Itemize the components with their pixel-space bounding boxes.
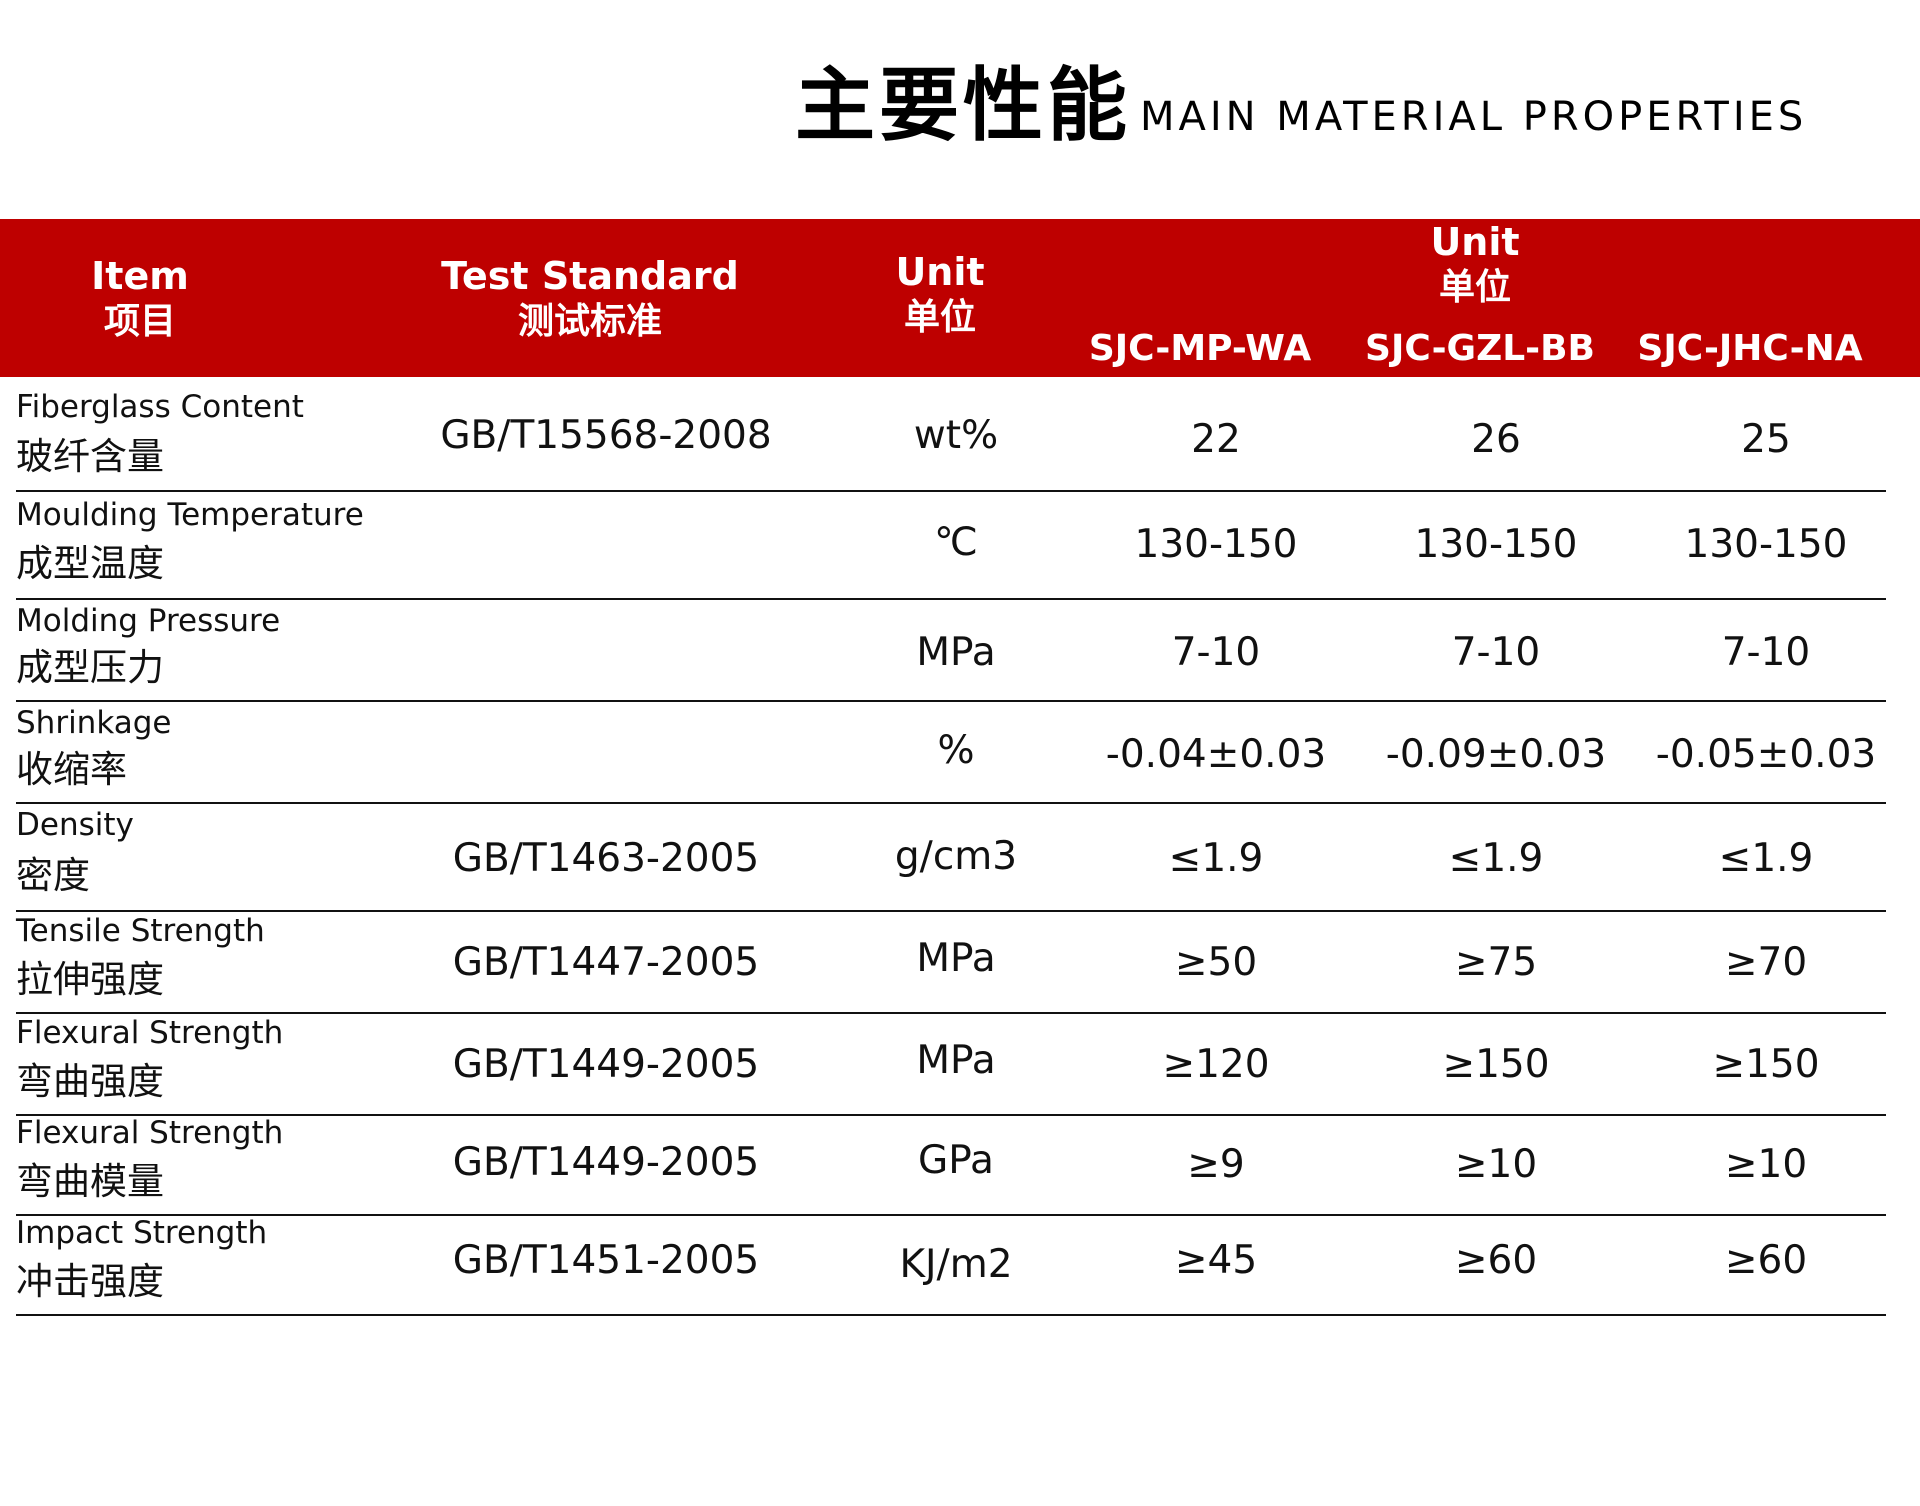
header-group: Unit 单位 [1340, 219, 1610, 311]
row-item-en: Density [16, 807, 134, 843]
row-value-1: ≥50 [1174, 940, 1258, 985]
row-item-en: Flexural Strength [16, 1115, 284, 1151]
table-row: Tensile Strength 拉伸强度 GB/T1447-2005 MPa … [16, 912, 1886, 1014]
row-standard: GB/T1449-2005 [452, 1140, 760, 1185]
row-unit: ℃ [934, 520, 978, 565]
header-unit: Unit 单位 [820, 249, 1060, 341]
row-value-1: 7-10 [1171, 630, 1261, 675]
table-row: Density 密度 GB/T1463-2005 g/cm3 ≤1.9 ≤1.9… [16, 804, 1886, 912]
row-unit: MPa [916, 630, 996, 675]
row-value-2: -0.09±0.03 [1385, 732, 1607, 777]
row-value-3: 7-10 [1721, 630, 1811, 675]
row-item-cn: 拉伸强度 [16, 958, 164, 1001]
header-model-1: SJC-MP-WA [1088, 328, 1312, 369]
row-unit: GPa [918, 1138, 994, 1183]
row-value-2: ≥75 [1454, 940, 1538, 985]
row-value-3: 130-150 [1684, 522, 1848, 567]
header-standard-cn: 测试标准 [517, 301, 662, 342]
row-value-3: 25 [1741, 417, 1791, 462]
row-value-1: ≥120 [1162, 1042, 1270, 1087]
table-row: Molding Pressure 成型压力 MPa 7-10 7-10 7-10 [16, 600, 1886, 702]
header-model-3: SJC-JHC-NA [1637, 328, 1863, 369]
row-value-2: 26 [1471, 417, 1521, 462]
title-english: MAIN MATERIAL PROPERTIES [1140, 94, 1808, 140]
header-standard-en: Test Standard [441, 254, 739, 298]
row-item-en: Shrinkage [16, 705, 172, 741]
table-header: Item 项目 Test Standard 测试标准 Unit 单位 Unit … [0, 219, 1920, 377]
header-group-en: Unit [1430, 220, 1520, 264]
row-standard: GB/T1447-2005 [452, 940, 760, 985]
header-unit-en: Unit [895, 250, 985, 294]
row-value-3: -0.05±0.03 [1655, 732, 1877, 777]
row-item-cn: 密度 [16, 854, 90, 897]
table-row: Fiberglass Content 玻纤含量 GB/T15568-2008 w… [16, 383, 1886, 492]
row-item-cn: 成型压力 [16, 646, 164, 689]
row-item-en: Impact Strength [16, 1215, 268, 1251]
row-item-cn: 玻纤含量 [16, 435, 164, 478]
row-value-3: ≥60 [1724, 1238, 1808, 1283]
header-item-cn: 项目 [103, 301, 176, 342]
row-value-2: ≥150 [1442, 1042, 1550, 1087]
row-item-cn: 收缩率 [16, 748, 127, 791]
header-group-cn: 单位 [1438, 267, 1511, 308]
table-row: Moulding Temperature 成型温度 ℃ 130-150 130-… [16, 492, 1886, 600]
row-value-1: ≤1.9 [1168, 836, 1264, 881]
row-item-cn: 弯曲强度 [16, 1060, 164, 1103]
row-item-en: Molding Pressure [16, 603, 281, 639]
row-value-3: ≤1.9 [1718, 836, 1814, 881]
row-unit: % [937, 728, 975, 773]
header-unit-cn: 单位 [903, 297, 976, 338]
row-unit: KJ/m2 [899, 1242, 1013, 1287]
row-standard: GB/T15568-2008 [440, 413, 772, 458]
row-value-2: 130-150 [1414, 522, 1578, 567]
row-standard: GB/T1449-2005 [452, 1042, 760, 1087]
row-unit: g/cm3 [894, 834, 1018, 879]
header-model-2: SJC-GZL-BB [1365, 328, 1595, 369]
row-item-cn: 冲击强度 [16, 1260, 164, 1303]
row-value-2: 7-10 [1451, 630, 1541, 675]
row-standard: GB/T1451-2005 [452, 1238, 760, 1283]
table-row: Shrinkage 收缩率 % -0.04±0.03 -0.09±0.03 -0… [16, 702, 1886, 804]
row-item-en: Moulding Temperature [16, 497, 364, 533]
row-value-1: 130-150 [1134, 522, 1298, 567]
row-value-2: ≥10 [1454, 1142, 1538, 1187]
row-value-3: ≥150 [1712, 1042, 1820, 1087]
row-value-3: ≥70 [1724, 940, 1808, 985]
row-value-1: ≥9 [1187, 1142, 1245, 1187]
row-unit: MPa [916, 1038, 996, 1083]
row-item-en: Fiberglass Content [16, 389, 304, 425]
title-chinese: 主要性能 [795, 59, 1131, 152]
row-value-2: ≤1.9 [1448, 836, 1544, 881]
row-item-en: Tensile Strength [16, 913, 265, 949]
row-value-2: ≥60 [1454, 1238, 1538, 1283]
header-standard: Test Standard 测试标准 [400, 253, 780, 345]
row-value-1: 22 [1191, 417, 1241, 462]
row-item-cn: 成型温度 [16, 542, 164, 585]
header-item: Item 项目 [40, 253, 240, 345]
row-value-1: ≥45 [1174, 1238, 1258, 1283]
row-item-en: Flexural Strength [16, 1015, 284, 1051]
row-item-cn: 弯曲模量 [16, 1160, 164, 1203]
row-value-1: -0.04±0.03 [1105, 732, 1327, 777]
row-unit: wt% [913, 413, 999, 458]
row-unit: MPa [916, 936, 996, 981]
row-standard: GB/T1463-2005 [452, 836, 760, 881]
table-row: Flexural Strength 弯曲强度 GB/T1449-2005 MPa… [16, 1014, 1886, 1116]
table-row: Flexural Strength 弯曲模量 GB/T1449-2005 GPa… [16, 1115, 1886, 1216]
row-value-3: ≥10 [1724, 1142, 1808, 1187]
table-row: Impact Strength 冲击强度 GB/T1451-2005 KJ/m2… [16, 1215, 1886, 1316]
header-item-en: Item [91, 254, 189, 298]
